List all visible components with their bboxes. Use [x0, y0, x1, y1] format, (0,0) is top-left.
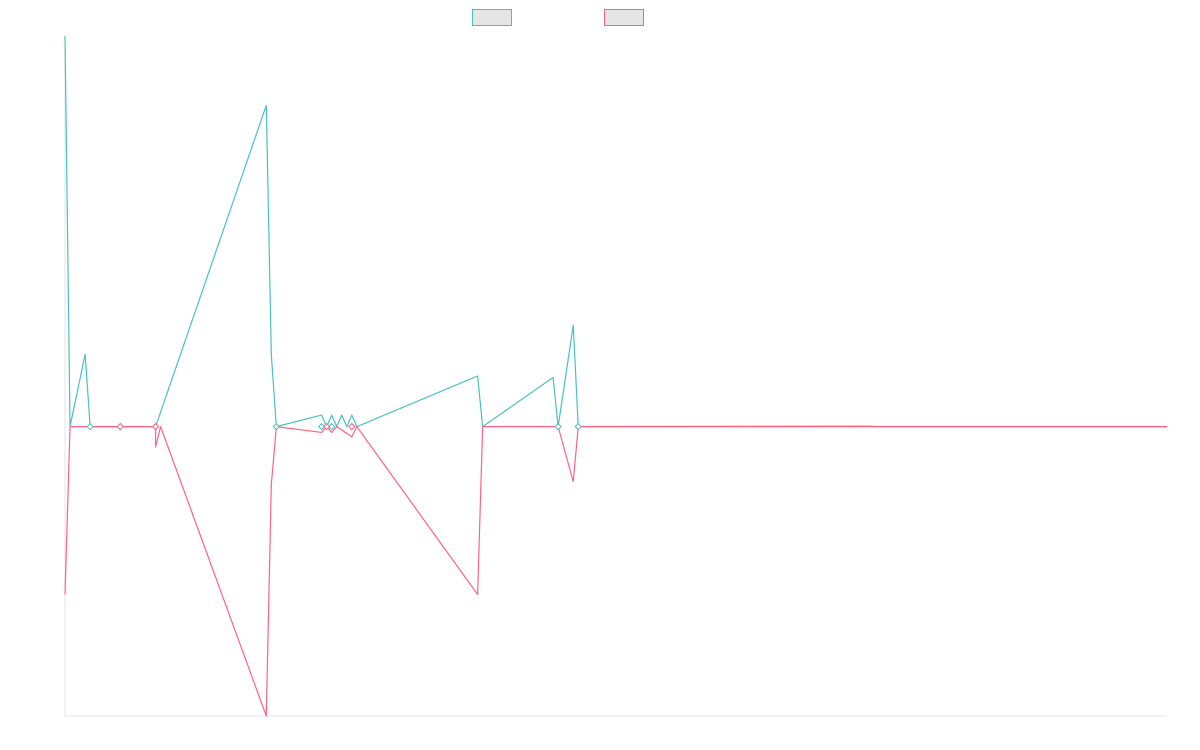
data-point-6 — [327, 422, 336, 431]
legend — [472, 9, 644, 26]
data-point-1 — [86, 422, 94, 431]
data-point-10 — [116, 422, 125, 431]
series-layer — [64, 35, 1167, 717]
axes — [64, 36, 1167, 717]
points-layer — [86, 422, 582, 431]
data-point-5 — [317, 422, 326, 431]
data-point-9 — [574, 422, 582, 431]
legend-swatch-1 — [472, 9, 512, 26]
series-line-2 — [64, 426, 1167, 717]
data-point-8 — [554, 422, 562, 431]
data-point-11 — [151, 422, 160, 431]
data-point-13 — [348, 422, 356, 431]
legend-swatch-2 — [604, 9, 644, 26]
series-line-1 — [64, 35, 1167, 428]
data-point-12 — [322, 422, 331, 431]
data-point-4 — [272, 422, 281, 431]
